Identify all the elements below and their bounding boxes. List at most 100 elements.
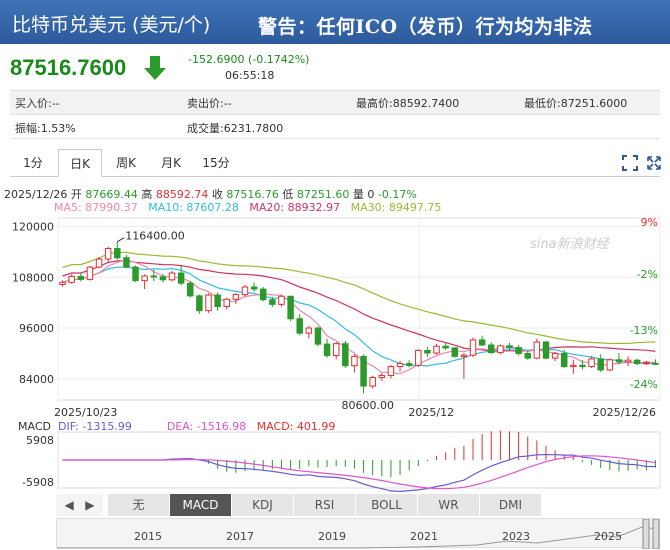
indicator-kdj[interactable]: KDJ [232,494,294,516]
nav-year-2021: 2021 [410,530,438,543]
price-change: -152.6900 (-0.1742%) [188,53,310,66]
candle-body [305,327,313,334]
nav-year-2015: 2015 [134,530,162,543]
candle-body [433,345,440,354]
candle-body [624,359,632,363]
tab-daily[interactable]: 日K [58,149,102,177]
warning-text: 警告：任何ICO（发币）行为均为非法 [258,16,593,38]
candle-body [570,364,577,368]
candle-body [524,352,531,359]
candle-body [241,286,249,296]
candle-body [396,363,404,368]
candle-body [296,318,303,334]
ma10-line [62,266,656,367]
bid-price: 买入价:-- [15,97,60,110]
candle-body [342,343,349,367]
indicator-macd[interactable]: MACD [170,494,232,516]
candle-body [515,347,522,354]
fullscreen-icon[interactable] [622,155,638,171]
candle-body [159,276,167,281]
candle-body [460,354,468,357]
indicator-rsi[interactable]: RSI [294,494,356,516]
candle-body [606,359,614,371]
candle-body [497,345,504,354]
candle-body [223,298,230,307]
candle-body [132,266,139,282]
watermark: sina新浪财经 [530,236,611,252]
candle-body [533,341,541,359]
y-tick-label: 84000 [19,373,54,386]
indicator-dmi[interactable]: DMI [480,494,542,516]
candle-body [579,364,586,368]
candle-body [588,358,595,368]
tab-weekly[interactable]: 周K [116,156,136,170]
tab-15min[interactable]: 15分 [202,156,230,170]
macd-tick-bottom: -5908 [22,476,54,489]
candle-body [259,288,267,301]
candle-body [652,362,659,365]
candle-body [542,341,550,359]
candle-body [59,281,66,285]
candle-body [451,347,459,357]
candle-body [551,352,559,359]
title-bar: 比特币兑美元 (美元/个) 警告：任何ICO（发币）行为均为非法 [0,0,670,44]
indicator-wr[interactable]: WR [418,494,480,516]
candle-body [360,355,367,387]
candle-body [287,295,294,320]
candle-body [643,362,650,365]
nav-year-2017: 2017 [226,530,254,543]
indicator-boll[interactable]: BOLL [356,494,418,516]
low-annotation: 80600.00 [342,399,395,412]
current-price: 87516.7600 [10,55,127,80]
candle-body [214,294,221,307]
time-navigator[interactable] [56,518,660,549]
candle-body [351,355,358,367]
candle-body [150,275,158,278]
x-tick-label: 2025/12/26 [593,406,656,419]
scroll-arrows[interactable]: ◀ ▶ [56,494,104,516]
y-tick-label: 120000 [12,220,54,233]
macd-frame [57,431,661,489]
candle-body [323,343,331,357]
tab-1min[interactable]: 1分 [23,156,43,170]
expand-icon[interactable] [646,155,662,171]
tab-monthly[interactable]: 月K [161,156,181,170]
candle-body [314,327,322,345]
x-tick-label: 2025/12 [408,406,454,419]
nav-year-2019: 2019 [318,530,346,543]
scroll-right-icon[interactable]: ▶ [85,498,95,512]
candle-body [168,272,176,281]
candle-body [506,345,513,349]
candle-body [633,359,641,365]
navigator-sparkline [57,519,660,549]
nav-year-2023: 2023 [502,530,530,543]
high-annotation: 116400.00 [125,230,184,243]
candle-body [196,295,203,312]
candle-body [250,286,258,290]
candle-body [77,275,85,280]
candle-body [187,282,194,297]
candle-body [469,339,477,356]
y-tick-label: 96000 [19,322,54,335]
candle-body [387,366,395,376]
candle-body [488,344,495,354]
candle-body [177,272,185,284]
y-tick-label: 108000 [12,271,54,284]
page-title: 比特币兑美元 (美元/个) [12,14,211,36]
indicator-tabs: ◀ ▶ 无 MACD KDJ RSI BOLL WR DMI [56,494,660,516]
candle-body [332,343,340,357]
candle-body [615,359,623,363]
ma30-line [62,251,656,345]
candle-body [123,257,130,268]
dea-line [62,455,656,490]
candle-body [597,358,604,371]
candle-body [205,294,212,312]
candle-body [278,295,285,305]
scroll-left-icon[interactable]: ◀ [64,498,74,512]
candle-body [405,363,413,366]
candle-body [141,275,148,282]
pct-tick-label: 9% [641,216,658,229]
indicator-none[interactable]: 无 [108,494,170,516]
candle-body [232,294,240,300]
candle-body [95,258,103,268]
